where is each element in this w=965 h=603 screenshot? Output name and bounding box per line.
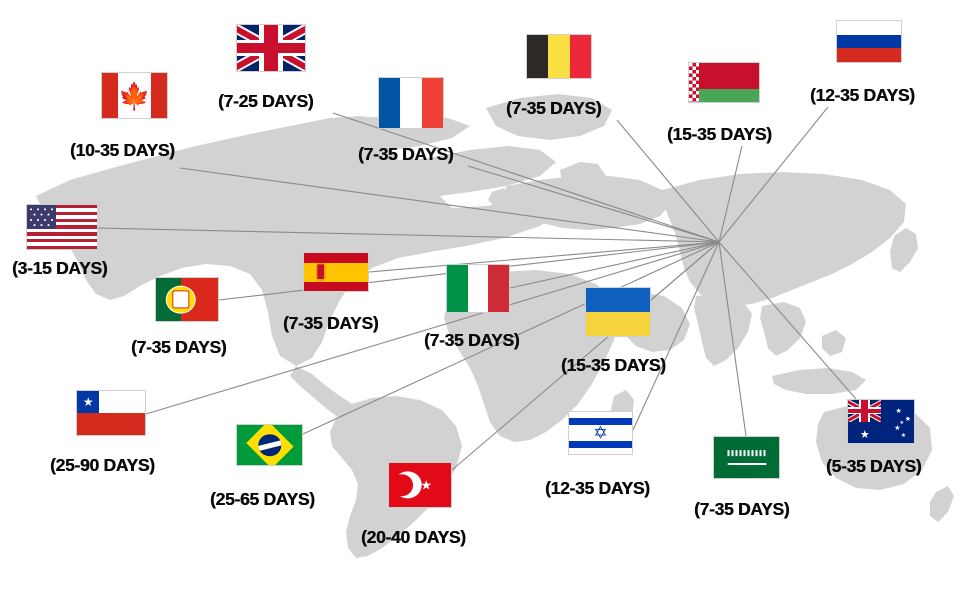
flag-australia[interactable]: ★ ★ ★ ★ ★ ★ bbox=[847, 399, 915, 444]
flag-turkey[interactable]: ★ bbox=[388, 462, 452, 508]
maple-leaf-icon: 🍁 bbox=[118, 80, 151, 111]
flag-field bbox=[304, 253, 368, 291]
flag-france[interactable] bbox=[378, 77, 444, 129]
shipping-days-label-united-kingdom: (7-25 DAYS) bbox=[218, 91, 314, 111]
flag-field bbox=[586, 288, 650, 336]
flag-israel[interactable]: ✡ bbox=[568, 411, 633, 455]
flag-belarus[interactable] bbox=[688, 62, 760, 103]
flag-field bbox=[714, 437, 779, 478]
shipping-days-label-saudi-arabia: (7-35 DAYS) bbox=[694, 499, 790, 519]
shipping-days-label-russia: (12-35 DAYS) bbox=[810, 85, 915, 105]
shipping-days-label-united-states: (3-15 DAYS) bbox=[12, 258, 108, 278]
shipping-days-label-ukraine: (15-35 DAYS) bbox=[561, 355, 666, 375]
shipping-days-label-france: (7-35 DAYS) bbox=[358, 144, 454, 164]
flag-field: ★ bbox=[389, 463, 451, 507]
shipping-days-label-spain: (7-35 DAYS) bbox=[283, 313, 379, 333]
shipping-days-label-turkey: (20-40 DAYS) bbox=[361, 527, 466, 547]
flag-portugal[interactable] bbox=[155, 277, 219, 322]
shipping-days-label-australia: (5-35 DAYS) bbox=[826, 456, 922, 476]
flag-field bbox=[379, 78, 443, 128]
star-icon: ★ bbox=[420, 477, 433, 493]
flag-canada[interactable]: 🍁 bbox=[101, 72, 168, 119]
shipping-days-label-chile: (25-90 DAYS) bbox=[50, 455, 155, 475]
flag-russia[interactable] bbox=[836, 20, 902, 63]
shipping-days-label-canada: (10-35 DAYS) bbox=[70, 140, 175, 160]
flag-field: ✡ bbox=[569, 412, 632, 454]
star-of-david-icon: ✡ bbox=[593, 423, 608, 443]
flag-field bbox=[156, 278, 218, 321]
shipping-days-label-italy: (7-35 DAYS) bbox=[424, 330, 520, 350]
shipping-days-label-israel: (12-35 DAYS) bbox=[545, 478, 650, 498]
flag-field: ★ ★ ★ ★ ★ ★ bbox=[848, 400, 914, 443]
flag-field: 🍁 bbox=[102, 73, 167, 118]
shipping-days-label-brazil: (25-65 DAYS) bbox=[210, 489, 315, 509]
flag-field bbox=[837, 21, 901, 62]
flag-field bbox=[237, 425, 302, 465]
flag-saudi-arabia[interactable] bbox=[713, 436, 780, 479]
flag-stripes bbox=[27, 205, 97, 249]
map-landmasses bbox=[36, 94, 954, 558]
flag-field bbox=[689, 63, 759, 102]
flag-united-kingdom[interactable] bbox=[236, 24, 306, 72]
flag-ukraine[interactable] bbox=[585, 287, 651, 337]
shipping-days-label-portugal: (7-35 DAYS) bbox=[131, 337, 227, 357]
flag-field bbox=[527, 35, 591, 78]
star-icon: ★ bbox=[82, 395, 94, 409]
union-jack-field bbox=[237, 25, 305, 71]
flag-belgium[interactable] bbox=[526, 34, 592, 79]
flag-spain[interactable] bbox=[303, 252, 369, 292]
shipping-days-label-belgium: (7-35 DAYS) bbox=[506, 98, 602, 118]
shipping-days-label-belarus: (15-35 DAYS) bbox=[667, 124, 772, 144]
flag-italy[interactable] bbox=[446, 264, 510, 313]
flag-field: ★ bbox=[77, 391, 145, 435]
flag-chile[interactable]: ★ bbox=[76, 390, 146, 436]
flag-field bbox=[447, 265, 509, 312]
flag-united-states[interactable] bbox=[26, 204, 98, 250]
flag-brazil[interactable] bbox=[236, 424, 303, 466]
